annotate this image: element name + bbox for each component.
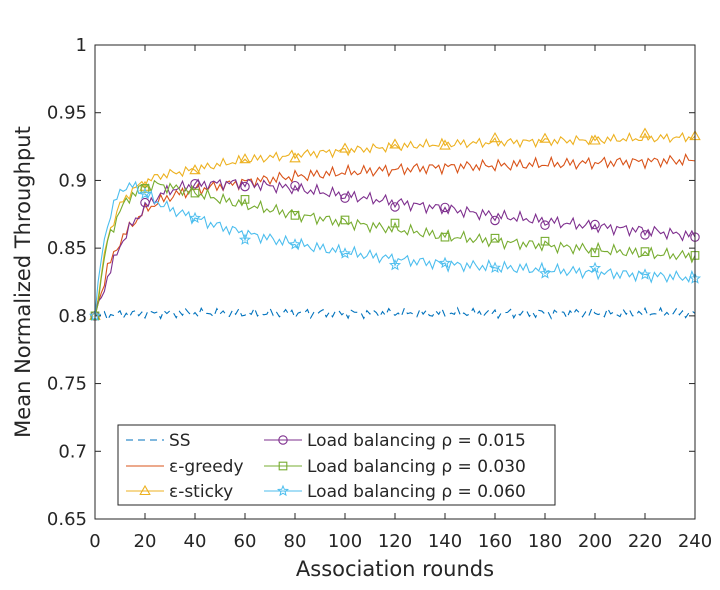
- x-tick-label: 140: [428, 531, 462, 552]
- legend-label: ε-sticky: [169, 482, 233, 502]
- data-point: [189, 164, 201, 175]
- data-point: [190, 179, 200, 189]
- data-point: [289, 152, 301, 163]
- data-point: [290, 180, 300, 191]
- legend-label: Load balancing ρ = 0.030: [307, 457, 526, 477]
- data-point: [490, 233, 500, 243]
- y-tick-label: 0.95: [47, 103, 87, 124]
- data-point: [640, 230, 650, 240]
- x-axis-label: Association rounds: [296, 557, 494, 581]
- data-point: [640, 247, 650, 256]
- tick-labels: 0 20 40 60 80 100 120 140 160 180 200 220 240 0.65 0.7…: [47, 35, 712, 552]
- x-tick-label: 240: [678, 531, 712, 552]
- legend-item: ε-greedy: [126, 457, 244, 477]
- data-point: [390, 202, 400, 212]
- x-tick-label: 60: [234, 531, 257, 552]
- legend-item: SS: [126, 431, 191, 451]
- data-point: [340, 193, 350, 203]
- legend-item: ε-sticky: [126, 482, 233, 502]
- x-tick-label: 120: [378, 531, 412, 552]
- x-tick-label: 160: [478, 531, 512, 552]
- y-tick-label: 0.65: [47, 509, 87, 530]
- x-tick-label: 40: [184, 531, 207, 552]
- series-line: [94, 179, 696, 316]
- legend-label: ε-greedy: [169, 457, 244, 477]
- data-point: [340, 215, 350, 225]
- data-point: [639, 127, 651, 138]
- legend-item: Load balancing ρ = 0.060: [264, 482, 526, 502]
- series-4: [90, 178, 700, 321]
- x-tick-label: 220: [628, 531, 662, 552]
- series-6: [88, 180, 702, 321]
- x-tick-label: 200: [578, 531, 612, 552]
- data-point: [388, 258, 402, 271]
- data-point: [638, 268, 652, 280]
- legend-item: Load balancing ρ = 0.015: [264, 431, 526, 451]
- y-tick-label: 0.7: [58, 441, 87, 462]
- series-line: [94, 131, 696, 316]
- data-point: [488, 261, 502, 273]
- data-point: [440, 232, 450, 242]
- data-point: [590, 248, 600, 258]
- y-tick-label: 0.75: [47, 374, 87, 395]
- data-point: [539, 132, 551, 143]
- data-point: [540, 236, 550, 246]
- y-axis-label: Mean Normalized Throughput: [11, 126, 35, 438]
- data-point: [540, 220, 550, 230]
- data-point: [138, 187, 152, 200]
- data-point: [239, 153, 251, 164]
- data-point: [389, 138, 401, 149]
- y-tick-label: 0.85: [47, 238, 87, 259]
- series-line: [94, 178, 696, 316]
- data-point: [188, 211, 202, 224]
- data-point: [489, 132, 501, 143]
- data-point: [140, 184, 150, 193]
- legend-label: Load balancing ρ = 0.060: [307, 482, 526, 502]
- x-tick-label: 180: [528, 531, 562, 552]
- data-point: [288, 238, 302, 250]
- data-point: [240, 195, 250, 204]
- data-point: [339, 142, 351, 153]
- data-point: [588, 261, 602, 274]
- data-point: [440, 202, 450, 213]
- legend-box: [117, 424, 556, 506]
- data-point: [338, 247, 352, 259]
- legend: SS ε-greedy ε-sticky Load balancing ρ = 0.0…: [117, 424, 556, 506]
- series-layer: [88, 127, 702, 322]
- axis-ticks: [94, 44, 696, 520]
- data-point: [439, 139, 451, 150]
- series-1: [94, 306, 696, 322]
- legend-label: Load balancing ρ = 0.015: [307, 431, 526, 451]
- legend-marker: [278, 461, 288, 471]
- y-tick-label: 0.8: [58, 306, 87, 327]
- legend-label: SS: [169, 431, 191, 451]
- legend-item: Load balancing ρ = 0.030: [264, 457, 526, 477]
- data-point: [240, 181, 250, 192]
- y-tick-label: 1: [76, 35, 87, 56]
- data-point: [438, 256, 452, 269]
- legend-marker: [139, 484, 151, 496]
- x-tick-label: 20: [134, 531, 157, 552]
- legend-items: SS ε-greedy ε-sticky Load balancing ρ = 0.0…: [126, 431, 526, 502]
- plot-frame: [94, 44, 696, 520]
- data-point: [140, 197, 150, 208]
- data-point: [190, 188, 200, 198]
- y-tick-label: 0.9: [58, 170, 87, 191]
- series-line: [94, 306, 696, 322]
- data-point: [590, 219, 600, 230]
- data-point: [390, 218, 400, 228]
- data-point: [290, 211, 300, 220]
- legend-marker: [278, 435, 288, 445]
- x-tick-label: 100: [328, 531, 362, 552]
- legend-marker: [276, 484, 290, 497]
- data-point: [538, 267, 552, 279]
- series-5: [90, 179, 700, 321]
- series-line: [94, 180, 696, 316]
- data-point: [490, 215, 500, 226]
- data-point: [589, 134, 601, 145]
- x-tick-label: 0: [89, 531, 100, 552]
- data-point: [238, 233, 252, 245]
- x-tick-label: 80: [284, 531, 307, 552]
